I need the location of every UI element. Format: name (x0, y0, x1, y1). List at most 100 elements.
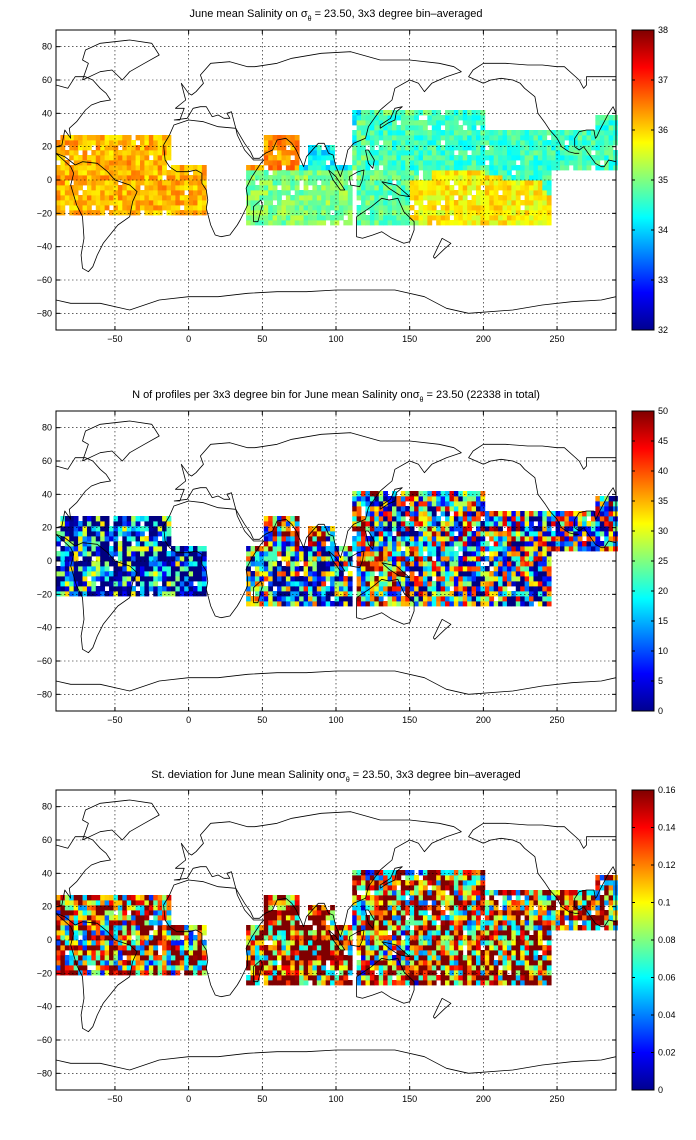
bin-cell (82, 546, 88, 552)
bin-cell (489, 561, 495, 567)
bin-cell (117, 170, 123, 176)
bin-cell (277, 895, 282, 901)
bin-cell (392, 541, 397, 547)
bin-cell (396, 155, 402, 161)
bin-cell (86, 531, 92, 537)
bin-cell (405, 195, 411, 201)
bin-cell (82, 195, 88, 201)
bin-cell (445, 526, 450, 532)
bin-cell (268, 155, 274, 161)
bin-cell (383, 905, 388, 911)
bin-cell (396, 571, 402, 577)
bin-cell (476, 546, 481, 552)
bin-cell (462, 501, 468, 507)
bin-cell (440, 175, 446, 181)
bin-cell (109, 965, 114, 971)
bin-cell (387, 210, 393, 216)
bin-cell (157, 920, 163, 926)
bin-cell (453, 601, 459, 607)
bin-cell (458, 140, 464, 146)
bin-cell (436, 130, 442, 136)
bin-cell (193, 566, 198, 572)
bin-cell (436, 140, 442, 146)
bin-cell (78, 576, 83, 582)
bin-cell (440, 120, 446, 126)
bin-cell (378, 180, 384, 186)
bin-cell (595, 536, 601, 542)
bin-cell (254, 210, 260, 216)
bin-cell (69, 935, 75, 941)
bin-cell (78, 140, 83, 146)
bin-cell (184, 950, 190, 956)
bin-cell (542, 175, 548, 181)
bin-cell (285, 150, 291, 156)
bin-cell (126, 516, 132, 522)
bin-cell (467, 130, 472, 136)
bin-cell (462, 491, 468, 497)
bin-cell (201, 591, 207, 597)
bin-cell (303, 586, 309, 592)
bin-cell (321, 925, 327, 931)
bin-cell (82, 200, 88, 206)
bin-cell (347, 950, 353, 956)
bin-cell (471, 566, 477, 572)
bin-cell (334, 945, 340, 951)
bin-cell (175, 175, 181, 181)
bin-cell (613, 160, 618, 166)
bin-cell (268, 190, 274, 196)
bin-cell (303, 965, 309, 971)
bin-cell (502, 130, 508, 136)
bin-cell (511, 541, 517, 547)
bin-cell (352, 160, 358, 166)
bin-cell (414, 135, 419, 141)
bin-cell (95, 546, 101, 552)
bin-cell (467, 531, 472, 537)
bin-cell (392, 150, 397, 156)
bin-cell (476, 556, 481, 562)
bin-cell (325, 556, 331, 562)
data-cells (56, 110, 618, 226)
bin-cell (308, 975, 313, 981)
bin-cell (82, 516, 88, 522)
bin-cell (546, 185, 552, 191)
bin-cell (73, 591, 79, 597)
bin-cell (436, 566, 442, 572)
bin-cell (506, 581, 512, 587)
bin-cell (427, 195, 433, 201)
bin-cell (135, 546, 141, 552)
bin-cell (193, 546, 198, 552)
bin-cell (427, 190, 433, 196)
bin-cell (104, 190, 110, 196)
bin-cell (78, 526, 83, 532)
bin-cell (281, 541, 287, 547)
bin-cell (316, 930, 322, 936)
coastline (55, 533, 138, 654)
bin-cell (476, 220, 481, 226)
bin-cell (254, 601, 260, 607)
bin-cell (604, 145, 610, 151)
bin-cell (431, 190, 437, 196)
bin-cell (471, 491, 477, 497)
bin-cell (60, 160, 66, 166)
bin-cell (546, 521, 552, 527)
bin-cell (524, 135, 530, 141)
bin-cell (458, 546, 464, 552)
bin-cell (290, 215, 296, 221)
bin-cell (422, 566, 428, 572)
bin-cell (113, 160, 119, 166)
bin-cell (193, 185, 198, 191)
bin-cell (281, 155, 287, 161)
bin-cell (69, 210, 75, 216)
bin-cell (184, 591, 190, 597)
bin-cell (246, 205, 251, 211)
bin-cell (60, 140, 66, 146)
bin-cell (104, 561, 110, 567)
bin-cell (246, 960, 251, 966)
bin-cell (308, 200, 313, 206)
bin-cell (343, 210, 349, 216)
bin-cell (427, 115, 433, 121)
bin-cell (334, 220, 340, 226)
bin-cell (590, 546, 596, 552)
bin-cell (95, 566, 101, 572)
bin-cell (502, 586, 508, 592)
